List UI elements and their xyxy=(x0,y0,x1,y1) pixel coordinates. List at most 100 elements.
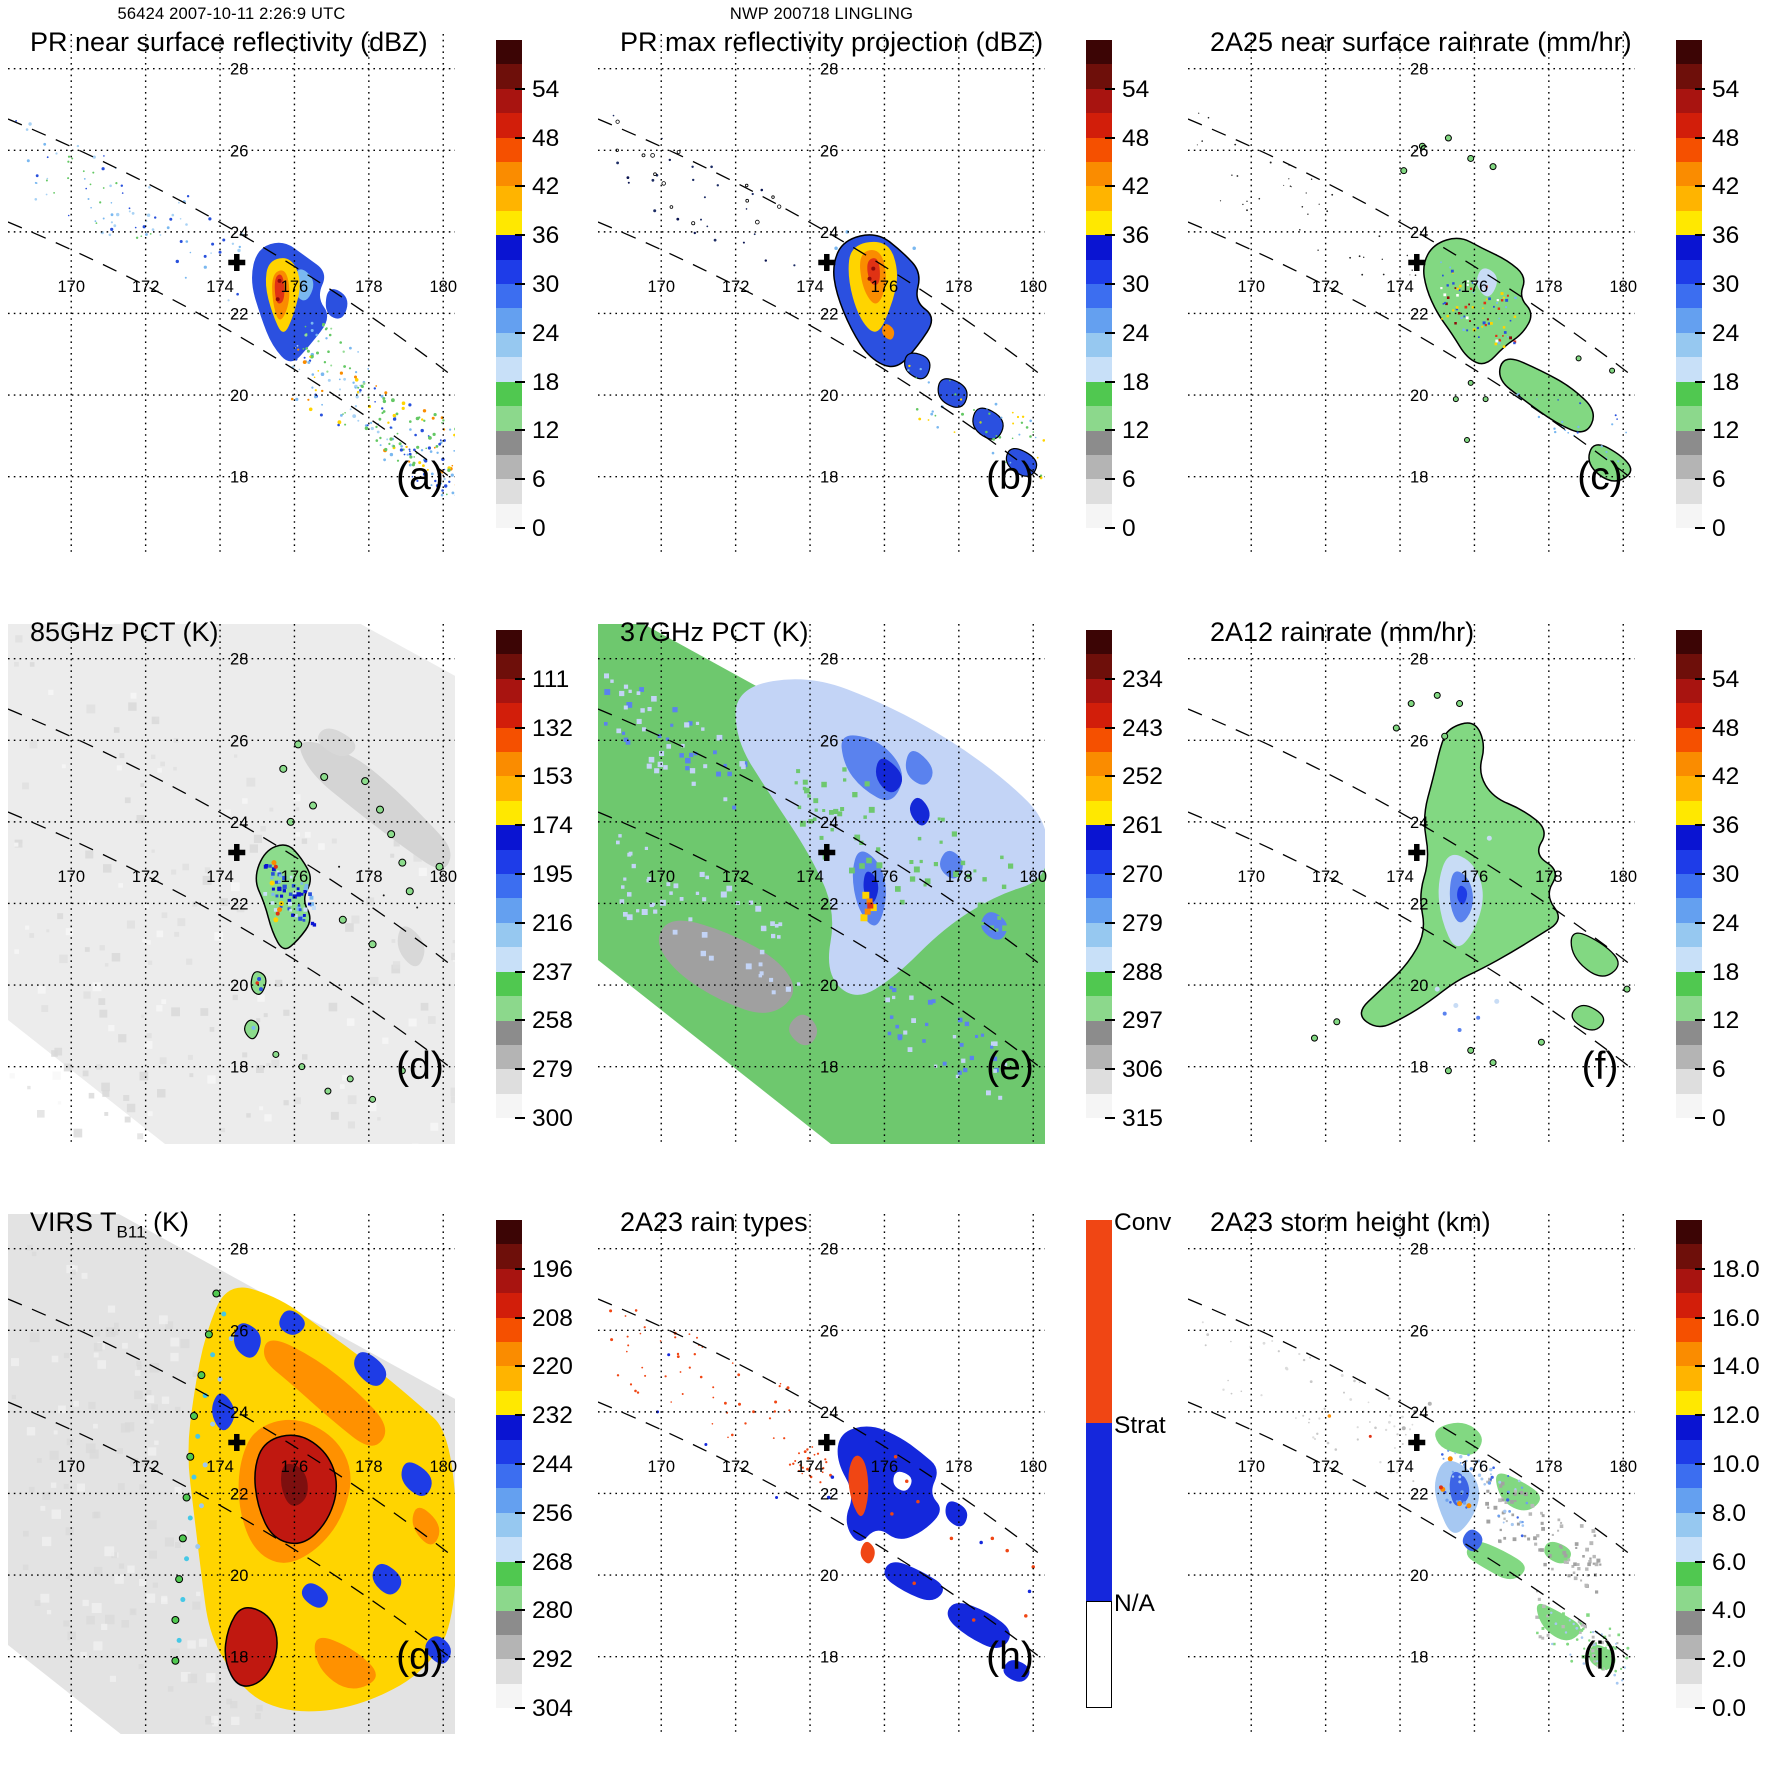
lat-label: 22 xyxy=(820,895,838,913)
lat-label: 20 xyxy=(230,387,248,405)
lon-label: 180 xyxy=(429,868,457,886)
panel-title: 2A23 storm height (km) xyxy=(1210,1207,1491,1242)
panel-title-text: VIRS T xyxy=(30,1207,117,1237)
lon-label: 172 xyxy=(722,868,750,886)
map-pr-max-reflectivity-projection: 28 26 24 22 20 18 170 172 174 176 178 180 xyxy=(598,34,1047,554)
lon-label: 176 xyxy=(1461,868,1489,886)
lon-label: 178 xyxy=(1535,1458,1563,1476)
lat-label: 24 xyxy=(820,814,838,832)
lat-label: 28 xyxy=(1410,651,1428,669)
lat-label: 20 xyxy=(230,1567,248,1585)
panel-letter: (c) xyxy=(1577,455,1623,498)
lon-label: 178 xyxy=(1535,278,1563,296)
lat-label: 18 xyxy=(230,469,248,487)
panel-letter: (g) xyxy=(396,1635,444,1678)
panel-title-text: PR max reflectivity projection (dBZ) xyxy=(620,27,1044,57)
lon-label: 178 xyxy=(355,1458,383,1476)
lat-label: 20 xyxy=(1410,387,1428,405)
lat-label: 24 xyxy=(820,1404,838,1422)
lat-label: 20 xyxy=(1410,1567,1428,1585)
panel-title: 2A23 rain types xyxy=(620,1207,808,1242)
lon-label: 180 xyxy=(1609,278,1637,296)
storm-center-marker xyxy=(818,1433,836,1451)
panel-title-text: 85GHz PCT (K) xyxy=(30,617,219,647)
panel-letter: (d) xyxy=(396,1045,444,1088)
lat-label: 22 xyxy=(820,1485,838,1503)
lat-label: 28 xyxy=(230,1241,248,1259)
lon-label: 180 xyxy=(1609,868,1637,886)
lat-label: 28 xyxy=(1410,61,1428,79)
lon-label: 170 xyxy=(1237,278,1265,296)
lon-label: 178 xyxy=(1535,868,1563,886)
panel-title-sub: B11 xyxy=(116,1222,146,1242)
lon-label: 170 xyxy=(1237,1458,1265,1476)
lon-label: 172 xyxy=(1312,868,1340,886)
panel-title-text: 2A12 rainrate (mm/hr) xyxy=(1210,617,1475,647)
panel-title-post: (K) xyxy=(145,1207,190,1237)
lon-label: 176 xyxy=(281,278,309,296)
panel-e: 28 26 24 22 20 18 170 172 174 176 178 180 234 243 252… xyxy=(590,590,1180,1180)
lon-label: 172 xyxy=(132,868,160,886)
lat-label: 18 xyxy=(1410,1649,1428,1667)
lat-label: 24 xyxy=(1410,224,1428,242)
panel-letter: (b) xyxy=(986,455,1034,498)
lon-label: 176 xyxy=(1461,1458,1489,1476)
lat-label: 18 xyxy=(820,1649,838,1667)
panel-title: PR near surface reflectivity (dBZ) xyxy=(30,27,428,62)
lon-label: 174 xyxy=(796,1458,824,1476)
panel-title: PR max reflectivity projection (dBZ) xyxy=(620,27,1043,62)
lon-label: 176 xyxy=(281,868,309,886)
lat-label: 28 xyxy=(1410,1241,1428,1259)
storm-center-marker xyxy=(818,253,836,271)
lon-label: 174 xyxy=(206,868,234,886)
lon-label: 174 xyxy=(1386,278,1414,296)
lon-label: 178 xyxy=(945,868,973,886)
lat-label: 24 xyxy=(230,224,248,242)
lat-label: 18 xyxy=(1410,1059,1428,1077)
panel-title: VIRS TB11 (K) xyxy=(30,1207,189,1242)
panel-title-text: 2A23 rain types xyxy=(620,1207,808,1237)
lon-label: 180 xyxy=(1019,868,1047,886)
map-85ghz-pct: 28 26 24 22 20 18 170 172 174 176 178 180 xyxy=(8,624,457,1144)
panel-title: 85GHz PCT (K) xyxy=(30,617,219,652)
lat-label: 20 xyxy=(230,977,248,995)
lat-label: 28 xyxy=(820,1241,838,1259)
panel-b: 28 26 24 22 20 18 170 172 174 176 178 180 54 48 42 36 3… xyxy=(590,0,1180,590)
lat-label: 28 xyxy=(820,61,838,79)
lon-label: 172 xyxy=(1312,278,1340,296)
storm-center-marker xyxy=(228,843,246,861)
lat-label: 24 xyxy=(230,814,248,832)
lon-label: 180 xyxy=(1019,1458,1047,1476)
lon-label: 174 xyxy=(796,868,824,886)
lon-label: 172 xyxy=(132,1458,160,1476)
lat-label: 28 xyxy=(230,651,248,669)
lat-label: 28 xyxy=(230,61,248,79)
lon-label: 178 xyxy=(945,1458,973,1476)
map-pr-near-surface-reflectivity: 28 26 24 22 20 18 170 172 174 176 178 180 xyxy=(8,34,457,554)
lon-label: 176 xyxy=(1461,278,1489,296)
lat-label: 18 xyxy=(1410,469,1428,487)
lat-label: 18 xyxy=(820,1059,838,1077)
panel-f: 28 26 24 22 20 18 170 172 174 176 178 180 54 48 42 36 3… xyxy=(1180,590,1770,1180)
lon-label: 176 xyxy=(871,278,899,296)
lon-label: 170 xyxy=(57,278,85,296)
lat-label: 26 xyxy=(1410,732,1428,750)
lon-label: 180 xyxy=(429,1458,457,1476)
panel-title-text: 2A23 storm height (km) xyxy=(1210,1207,1491,1237)
panel-i: 28 26 24 22 20 18 170 172 174 176 178 180 18.0 16.0 1… xyxy=(1180,1180,1770,1770)
panel-title-text: PR near surface reflectivity (dBZ) xyxy=(30,27,428,57)
map-37ghz-pct: 28 26 24 22 20 18 170 172 174 176 178 180 xyxy=(598,624,1047,1144)
panel-title: 37GHz PCT (K) xyxy=(620,617,809,652)
panel-a: 28 26 24 22 20 18 170 172 174 176 178 180 54 48 42 36 3… xyxy=(0,0,590,590)
panel-d: 28 26 24 22 20 18 170 172 174 176 178 180 111 132 153… xyxy=(0,590,590,1180)
panel-h: 28 26 24 22 20 18 170 172 174 176 178 180 Conv Strat… xyxy=(590,1180,1180,1770)
lat-label: 22 xyxy=(1410,305,1428,323)
lat-label: 20 xyxy=(1410,977,1428,995)
lon-label: 176 xyxy=(281,1458,309,1476)
panel-letter: (i) xyxy=(1582,1635,1618,1678)
storm-center-marker xyxy=(1408,843,1426,861)
lat-label: 26 xyxy=(1410,1322,1428,1340)
lat-label: 24 xyxy=(230,1404,248,1422)
lat-label: 26 xyxy=(820,142,838,160)
storm-center-marker xyxy=(228,253,246,271)
